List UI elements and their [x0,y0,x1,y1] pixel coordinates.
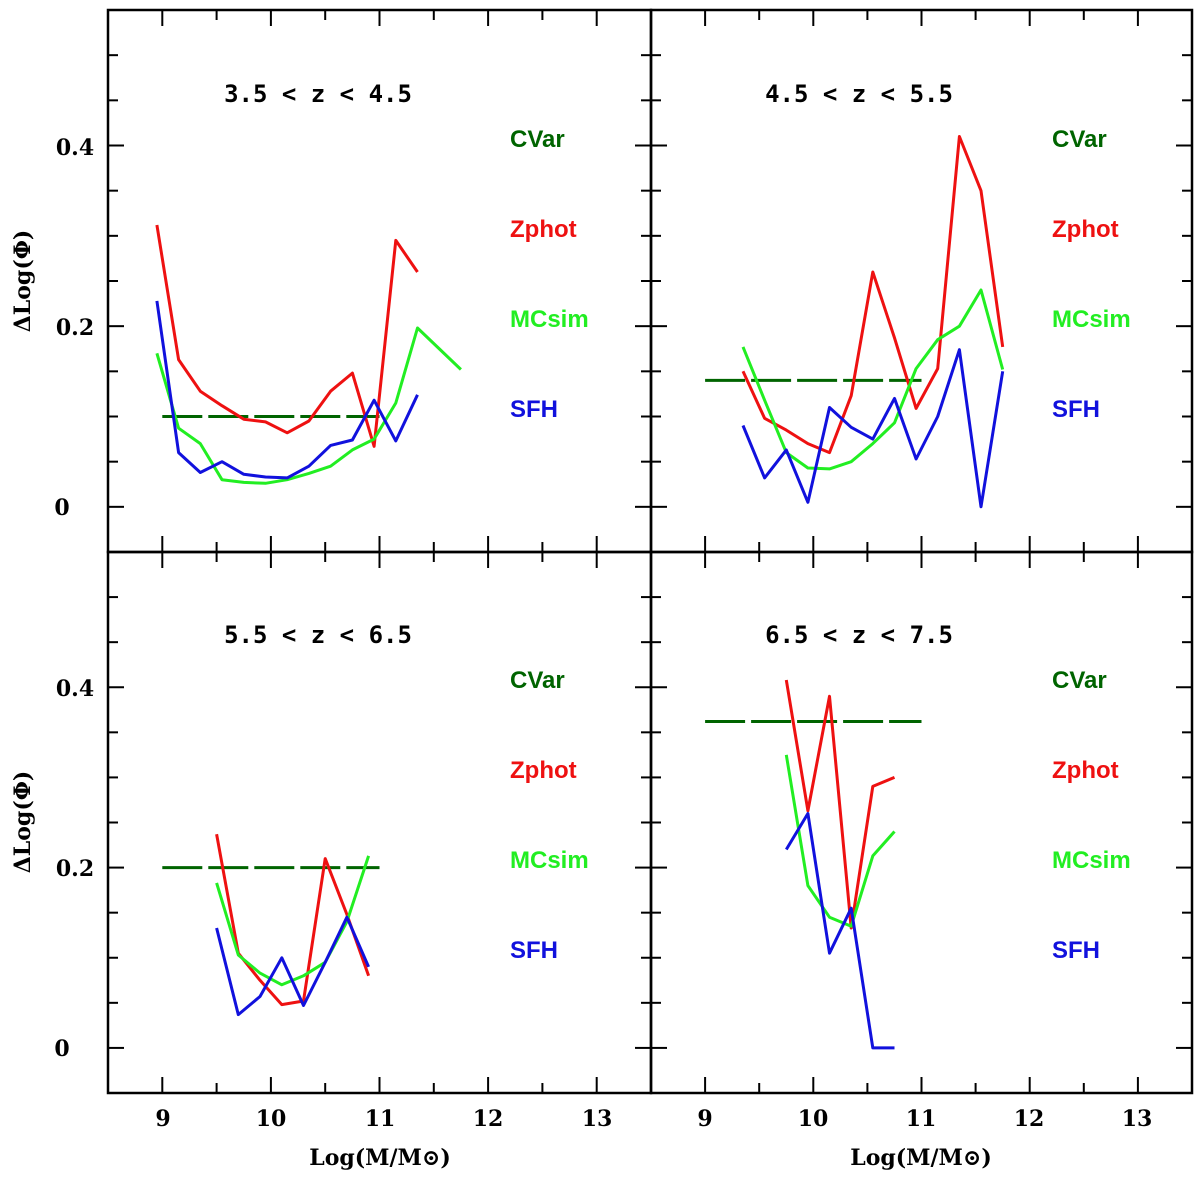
panel-3-legend-cvar: CVar [1052,667,1107,694]
x-tick-label-9-right: 9 [697,1106,712,1132]
panel-2-series [162,833,380,1017]
x-tick-label-12-left: 12 [473,1106,504,1132]
y-tick-label-bottom-0.4: 0.4 [56,676,94,702]
panel-3-legend-zphot: Zphot [1052,757,1119,784]
x-tick-label-13-right: 13 [1122,1106,1153,1132]
x-tick-label-10-right: 10 [798,1106,829,1132]
panel-1: 4.5 < z < 5.5 CVar Zphot MCsim SFH [649,8,1194,554]
series-mcsim-line [155,326,462,485]
panel-1-legend-sfh: SFH [1052,396,1100,423]
y-tick-label-top-0.2: 0.2 [56,315,94,341]
panel-1-legend-mcsim: MCsim [1052,306,1131,333]
y-tick-label-top-0.4: 0.4 [56,135,94,161]
y-tick-label-bottom-0: 0 [54,1036,69,1062]
panel-3-ticks [650,551,1193,1094]
series-zphot-line [155,224,419,448]
panel-0-legend-sfh: SFH [510,396,558,423]
panel-2-legend-cvar: CVar [510,667,565,694]
x-tick-label-12-right: 12 [1014,1106,1045,1132]
x-tick-label-13-left: 13 [582,1106,613,1132]
panel-0-legend-zphot: Zphot [510,216,577,243]
panel-0-legend-mcsim: MCsim [510,306,589,333]
panel-1-legend-cvar: CVar [1052,126,1107,153]
series-sfh-line [155,300,419,480]
series-sfh-line [785,812,895,1050]
x-tick-label-11-right: 11 [906,1106,937,1132]
panel-3-legend-sfh: SFH [1052,937,1100,964]
panel-3-legend: CVar Zphot MCsim SFH [1052,667,1131,964]
panel-2: 5.5 < z < 6.5 CVar Zphot MCsim SFH [106,550,653,1095]
series-sfh-line [215,915,370,1017]
panel-2-legend-zphot: Zphot [510,757,577,784]
x-tick-label-11-left: 11 [365,1106,396,1132]
panel-2-legend-mcsim: MCsim [510,847,589,874]
x-tick-label-9-left: 9 [155,1106,170,1132]
panel-0-legend: CVar Zphot MCsim SFH [510,126,589,423]
y-tick-label-top-0: 0 [54,495,69,521]
series-zphot-line [784,679,896,930]
y-axis-title-bottom: ΔLog(Φ) [10,771,36,874]
x-tick-labels-left: 9 10 11 12 13 [155,1106,612,1132]
panel-3-title: 6.5 < z < 7.5 [765,621,953,649]
panel-2-legend-sfh: SFH [510,937,558,964]
panel-2-ticks [107,551,652,1094]
x-tick-label-10-left: 10 [256,1106,287,1132]
panel-1-series [705,135,1005,509]
panel-0-series [155,224,462,485]
x-axis-title-right: Log(M/M⊙) [850,1145,992,1171]
panel-3-series [705,679,922,1050]
panel-0-legend-cvar: CVar [510,126,565,153]
y-tick-label-bottom-0.2: 0.2 [56,856,94,882]
y-axis-title-top: ΔLog(Φ) [10,230,36,333]
series-zphot-line [741,135,1005,455]
panel-2-title: 5.5 < z < 6.5 [224,621,412,649]
series-mcsim-line [784,754,896,928]
panel-0-title: 3.5 < z < 4.5 [224,80,412,108]
panel-2-legend: CVar Zphot MCsim SFH [510,667,589,964]
panel-3: 6.5 < z < 7.5 CVar Zphot MCsim SFH [649,550,1194,1095]
panel-1-title: 4.5 < z < 5.5 [765,80,953,108]
x-tick-labels-right: 9 10 11 12 13 [697,1106,1152,1132]
panel-1-legend: CVar Zphot MCsim SFH [1052,126,1131,423]
series-sfh-line [741,348,1005,509]
panel-1-legend-zphot: Zphot [1052,216,1119,243]
x-axis-title-left: Log(M/M⊙) [309,1145,451,1171]
panel-3-legend-mcsim: MCsim [1052,847,1131,874]
panel-0: 3.5 < z < 4.5 CVar Zphot MCsim SFH [106,8,653,554]
